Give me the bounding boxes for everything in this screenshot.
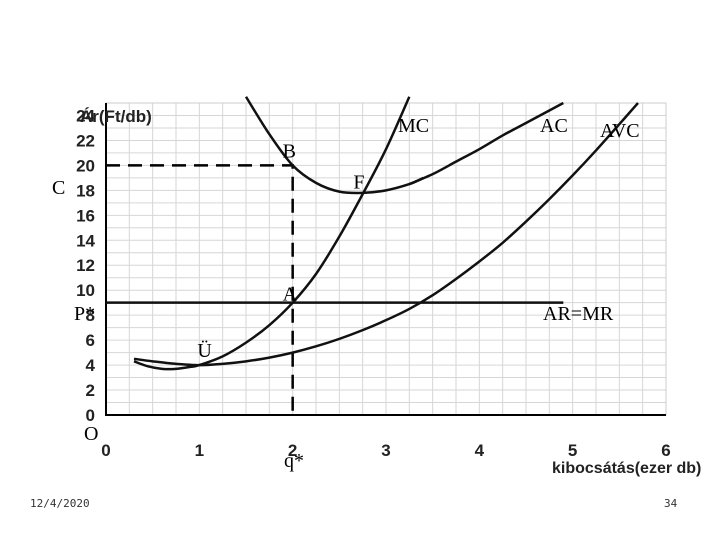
- x-tick-label: 0: [101, 441, 110, 460]
- y-tick-label: 4: [86, 356, 96, 375]
- series-group: [106, 96, 639, 371]
- mark-origin: O: [84, 423, 98, 445]
- mark-c: C: [52, 177, 65, 199]
- point-labels: B F A Ü: [197, 140, 364, 362]
- y-tick-label: 14: [76, 231, 95, 250]
- point-label: B: [283, 140, 296, 162]
- y-tick-label: 20: [76, 156, 95, 175]
- x-tick-label: 6: [661, 441, 670, 460]
- y-tick-label: 22: [76, 131, 95, 150]
- y-tick-label: 8: [86, 306, 95, 325]
- x-tick-label: 2: [288, 441, 297, 460]
- x-tick-label: 5: [568, 441, 577, 460]
- x-tick-label: 4: [475, 441, 485, 460]
- series-line-mc-0: [244, 96, 424, 195]
- y-tick-label: 2: [86, 381, 95, 400]
- x-tick-label: 1: [195, 441, 204, 460]
- point-label: A: [283, 284, 298, 306]
- slide-number: 34: [664, 497, 678, 510]
- y-tick-label: 12: [76, 256, 95, 275]
- x-tick-label: 3: [381, 441, 390, 460]
- y-tick-label: 6: [86, 331, 95, 350]
- series-line-mc-1: [133, 96, 411, 371]
- x-tick-labels: 0 1 2 3 4 5 6: [101, 441, 670, 460]
- mark-p-star: P*: [74, 303, 95, 325]
- y-axis-title: Ár(Ft/db): [80, 107, 152, 126]
- series-line-avc-3: [133, 102, 639, 367]
- x-axis-title: kibocsátás(ezer db): [552, 460, 701, 477]
- chart-axes: [105, 103, 666, 416]
- slide-date: 12/4/2020: [30, 497, 90, 510]
- mark-q-star: q*: [284, 450, 304, 472]
- label-ac: AC: [540, 115, 568, 137]
- y-tick-label: 18: [76, 181, 95, 200]
- label-avc: AVC: [600, 120, 640, 142]
- point-label: F: [353, 171, 364, 193]
- point-label: Ü: [197, 339, 212, 362]
- series-line-ac-2: [408, 101, 564, 186]
- y-tick-label: 24: [76, 106, 95, 125]
- y-tick-label: 10: [76, 281, 95, 300]
- chart-grid: [106, 102, 666, 415]
- label-ar-mr: AR=MR: [543, 303, 614, 325]
- label-mc: MC: [398, 115, 429, 137]
- y-tick-label: 0: [86, 406, 95, 425]
- y-tick-label: 16: [76, 206, 95, 225]
